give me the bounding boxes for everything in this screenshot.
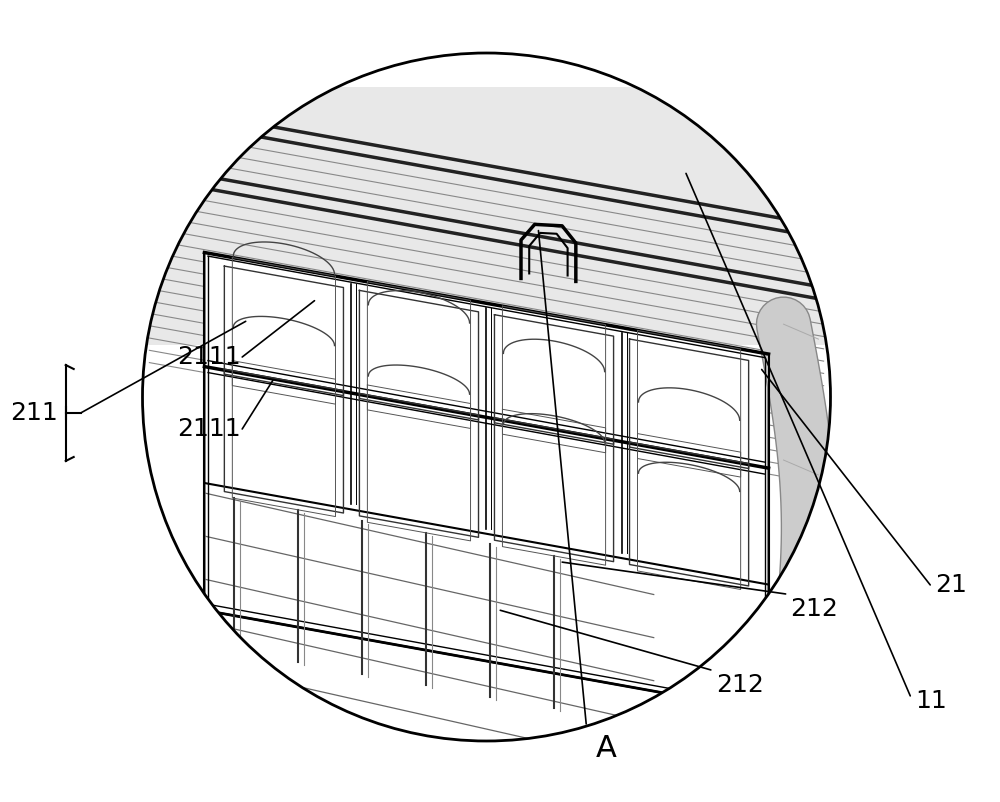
Text: 21: 21 xyxy=(935,573,967,597)
Text: 2111: 2111 xyxy=(177,417,241,441)
Text: 211: 211 xyxy=(10,401,58,425)
Text: 11: 11 xyxy=(915,689,947,713)
Text: 2111: 2111 xyxy=(177,345,241,369)
Text: A: A xyxy=(596,735,617,764)
Text: 212: 212 xyxy=(716,673,764,697)
Text: 212: 212 xyxy=(791,597,838,621)
Polygon shape xyxy=(142,87,830,346)
Circle shape xyxy=(142,53,830,741)
Polygon shape xyxy=(204,253,769,712)
